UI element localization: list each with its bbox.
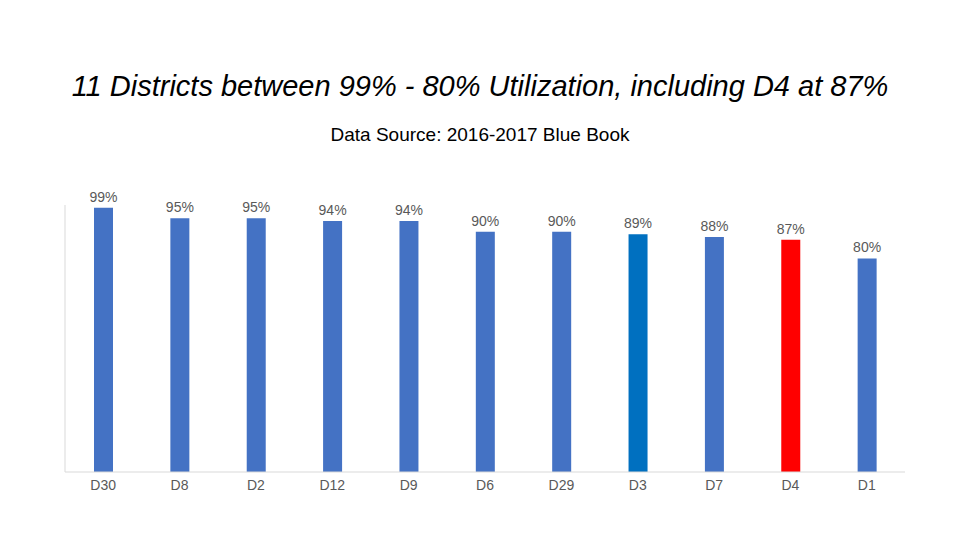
html-text:Data Source: 2016-2017 Blue Bo: Data Source: 2016-2017 Blue Book <box>330 124 630 145</box>
svg-text:D9: D9 <box>400 477 418 493</box>
svg-text:95%: 95% <box>242 199 270 215</box>
svg-text:89%: 89% <box>624 215 652 231</box>
svg-text:94%: 94% <box>395 202 423 218</box>
svg-text:88%: 88% <box>700 218 728 234</box>
svg-text:D6: D6 <box>476 477 494 493</box>
svg-text:94%: 94% <box>319 202 347 218</box>
svg-text:D12: D12 <box>319 477 345 493</box>
svg-text:D1: D1 <box>858 477 876 493</box>
svg-text:95%: 95% <box>166 199 194 215</box>
svg-text:90%: 90% <box>471 213 499 229</box>
svg-text:99%: 99% <box>89 189 117 205</box>
svg-text:D3: D3 <box>629 477 647 493</box>
svg-text:90%: 90% <box>548 213 576 229</box>
svg-text:80%: 80% <box>853 239 881 255</box>
svg-text:D7: D7 <box>705 477 723 493</box>
svg-text:D29: D29 <box>549 477 575 493</box>
html-text:11 Districts between 99% - 80%: 11 Districts between 99% - 80% Utilizati… <box>71 70 889 102</box>
svg-text:D8: D8 <box>171 477 189 493</box>
svg-text:D2: D2 <box>247 477 265 493</box>
svg-text:D30: D30 <box>90 477 116 493</box>
svg-text:D4: D4 <box>782 477 800 493</box>
svg-text:87%: 87% <box>777 221 805 237</box>
